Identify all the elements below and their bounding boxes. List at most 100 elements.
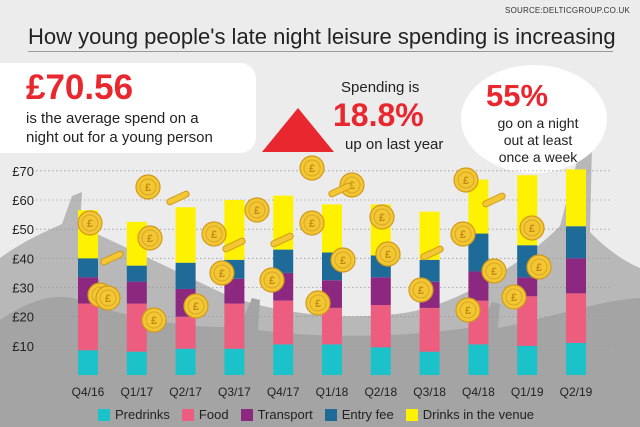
bar-segment-predrinks [419,351,440,375]
coin-edge-icon [100,250,124,266]
coin-edge-icon [166,190,190,206]
bar-segment-predrinks [566,342,586,375]
y-tick-label: £60 [12,193,34,208]
frequency-caption-line3: once a week [498,149,578,165]
source-credit: SOURCE:DELTICGROUP.CO.UK [505,6,630,15]
bar-segment-entry_fee [78,258,98,278]
coin-symbol: £ [465,305,471,317]
growth-label: Spending is [341,79,420,96]
average-spend-caption-line1: is the average spend on a [26,110,199,127]
legend-swatch-drinks [405,408,418,421]
coin-edge-icon [222,237,246,253]
title-divider [28,51,613,52]
x-tick-label: Q1/19 [511,385,544,399]
legend-label-transport: Transport [257,407,313,422]
coin-symbol: £ [309,163,315,175]
bar-segment-predrinks [517,345,538,375]
bar-segment-drinks [175,207,196,263]
frequency-caption-line2: out at least [503,132,573,148]
bar-segment-predrinks [175,348,196,375]
coin-edge-icon [420,245,444,261]
coin-symbol: £ [511,292,517,304]
bar-segment-transport [224,278,245,304]
bar-segment-food [566,293,586,343]
coin-rim [248,201,266,219]
coin-rim [523,219,541,237]
coin-symbol: £ [340,255,346,267]
legend-label-food: Food [198,407,229,422]
coin-rim [213,264,231,282]
coin-rim [373,208,391,226]
coin-symbol: £ [385,249,391,261]
coin-symbol: £ [147,233,153,245]
coin-rim [81,214,99,232]
x-tick-label: Q4/18 [462,385,495,399]
bar-segment-food [370,305,391,348]
x-tick-label: Q3/18 [413,385,446,399]
coin-symbol: £ [529,223,535,235]
coin-symbol: £ [87,218,93,230]
coin-symbol: £ [379,212,385,224]
frequency-caption: go on a night out at least once a week [476,115,600,166]
bar-segment-transport [370,277,391,305]
x-tick-label: Q1/18 [316,385,349,399]
y-tick-label: £10 [12,339,34,354]
bar-segment-food [517,296,538,346]
coin-rim [334,251,352,269]
y-tick-label: £30 [12,281,34,296]
bar-segment-entry_fee [273,249,294,273]
coin-rim [309,294,327,312]
bar-segment-entry_fee [468,233,489,272]
coin-rim [99,289,117,307]
bar-segment-food [322,307,342,345]
bar-segment-food [224,303,245,349]
bar-segment-transport [126,281,147,304]
bar-segment-food [175,316,196,349]
bar-segment-entry_fee [126,265,147,282]
legend-swatch-transport [240,408,253,421]
bar-segment-entry_fee [419,259,440,282]
bar-segment-predrinks [468,344,489,375]
coin-symbol: £ [309,218,315,230]
coin-symbol: £ [491,266,497,278]
bar-segment-transport [468,271,489,301]
coin-symbol: £ [219,268,225,280]
coin-symbol: £ [349,180,355,192]
coin-symbol: £ [536,262,542,274]
coin-rim [145,311,163,329]
y-tick-label: £70 [12,164,34,179]
x-tick-label: Q4/16 [72,385,105,399]
legend-item-drinks: Drinks in the venue [405,407,535,422]
legend-swatch-entry-fee [324,408,337,421]
bar-segment-predrinks [370,347,391,375]
page-title: How young people's late night leisure sp… [28,24,616,49]
bar-segment-entry_fee [566,226,586,259]
frequency-circle [461,65,607,173]
coin-rim [457,171,475,189]
coin-symbol: £ [151,315,157,327]
y-tick-label: £40 [12,251,34,266]
y-tick-label: £20 [12,310,34,325]
legend-label-drinks: Drinks in the venue [422,407,535,422]
x-tick-label: Q2/17 [169,385,202,399]
stacked-bar-chart: £10 £20 £30 £40 £50 £60 £70 Q4/16 Q1/17 Q2/17 Q3/1… [12,155,612,399]
legend-label-entry-fee: Entry fee [341,407,394,422]
bar-segment-drinks [468,179,489,234]
bar-segment-entry_fee [175,262,196,289]
bar-segment-predrinks [322,344,342,375]
coin-edge-icon [328,182,352,198]
coin-symbol: £ [211,229,217,241]
coin-rim [139,178,157,196]
x-tick-label: Q2/18 [364,385,397,399]
coin-symbol: £ [418,285,424,297]
bar-segment-food [419,307,440,352]
up-arrow-icon [262,108,334,152]
legend-swatch-predrinks [98,408,110,421]
coin-edge-icon [270,232,294,248]
coin-rim [263,271,281,289]
coin-rim [303,214,321,232]
average-spend-card [0,63,256,153]
coin-rim [141,229,159,247]
coin-edge-icon [482,192,506,208]
coin-symbol: £ [315,298,321,310]
